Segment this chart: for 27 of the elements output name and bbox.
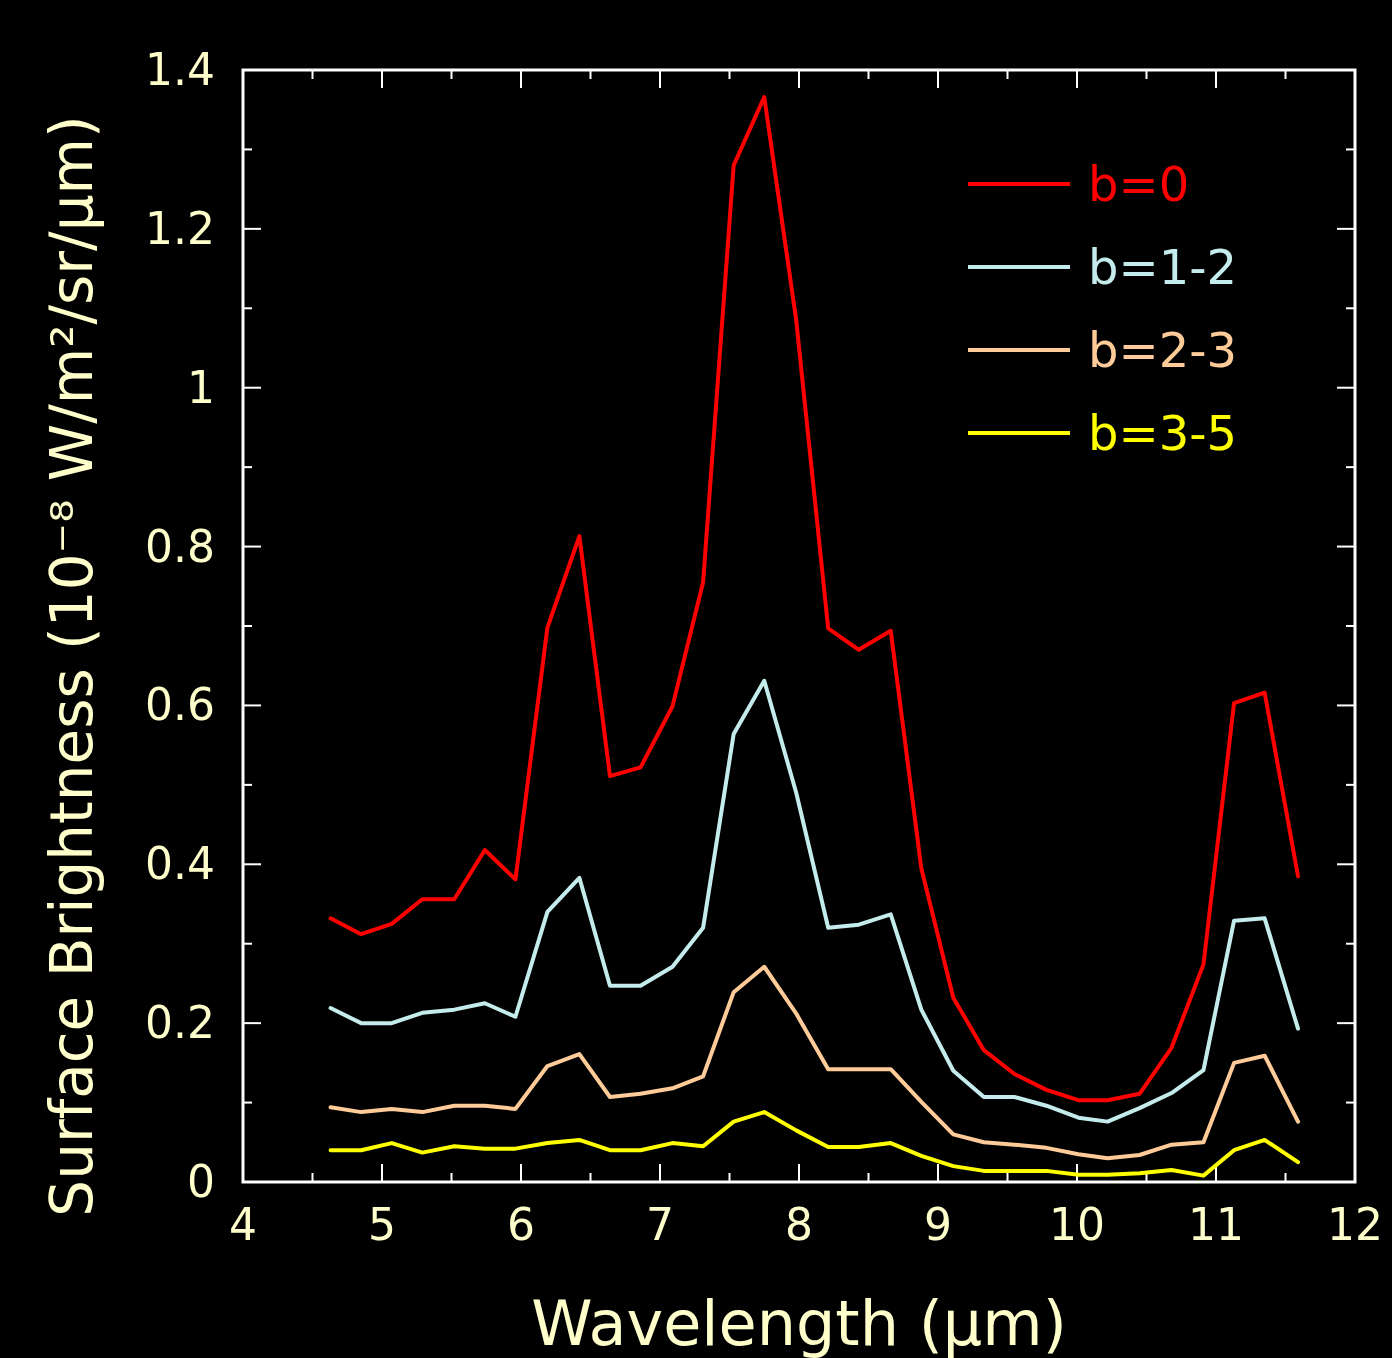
legend-label: b=1-2 (1088, 239, 1238, 295)
line-series (328, 678, 1301, 1124)
legend-label: b=3-5 (1088, 405, 1238, 461)
x-tick-label: 4 (229, 1199, 257, 1250)
x-tick-label: 9 (924, 1199, 952, 1250)
x-tick-label: 11 (1188, 1199, 1244, 1250)
x-tick-label: 7 (646, 1199, 674, 1250)
x-tick-label: 8 (785, 1199, 813, 1250)
y-tick-label: 0.8 (145, 520, 215, 572)
y-tick-label: 1.4 (145, 44, 215, 95)
y-tick-label: 0.2 (145, 997, 215, 1049)
x-tick-label: 5 (368, 1199, 396, 1250)
y-axis-title: Surface Brightness (10⁻⁸ W/m²/sr/μm) (38, 115, 106, 1217)
y-tick-label: 1.2 (145, 202, 215, 254)
y-tick-label: 0.6 (145, 679, 215, 731)
line-series (328, 95, 1301, 1103)
legend-label: b=2-3 (1088, 322, 1238, 378)
y-tick-label: 1 (187, 361, 215, 413)
x-axis-title: Wavelength (μm) (531, 1287, 1067, 1358)
x-tick-label: 6 (507, 1199, 535, 1250)
line-series (328, 1110, 1301, 1178)
y-tick-label: 0 (187, 1156, 215, 1207)
line-series (328, 964, 1301, 1161)
legend-label: b=0 (1088, 156, 1190, 212)
x-tick-label: 12 (1327, 1199, 1383, 1250)
y-tick-label: 0.4 (145, 838, 215, 890)
x-tick-label: 10 (1049, 1199, 1105, 1250)
